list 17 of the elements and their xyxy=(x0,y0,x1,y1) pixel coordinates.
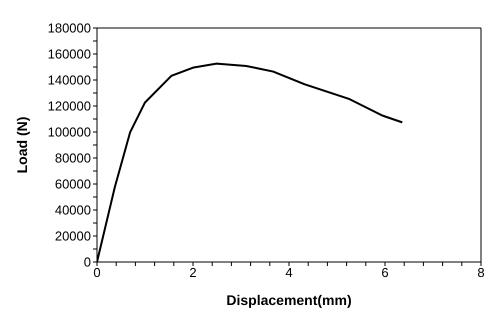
y-tick-label: 0 xyxy=(84,254,91,270)
y-tick-label: 60000 xyxy=(54,176,91,192)
y-tick-label: 20000 xyxy=(54,228,91,244)
y-tick-label: 80000 xyxy=(54,150,91,166)
y-tick-label: 160000 xyxy=(48,46,91,62)
x-axis-title: Displacement(mm) xyxy=(226,292,352,308)
y-tick-label: 40000 xyxy=(54,202,91,218)
y-tick-label: 180000 xyxy=(48,20,91,36)
y-tick-label: 100000 xyxy=(48,124,91,140)
x-tick-label: 4 xyxy=(285,265,293,280)
y-tick-label: 120000 xyxy=(48,98,91,114)
x-tick-label: 6 xyxy=(381,265,389,280)
y-tick-label: 140000 xyxy=(48,72,91,88)
x-tick-label: 2 xyxy=(189,265,197,280)
y-axis-title: Load (N) xyxy=(14,116,30,174)
x-tick-label: 0 xyxy=(93,265,101,280)
x-tick-label: 8 xyxy=(477,265,485,280)
